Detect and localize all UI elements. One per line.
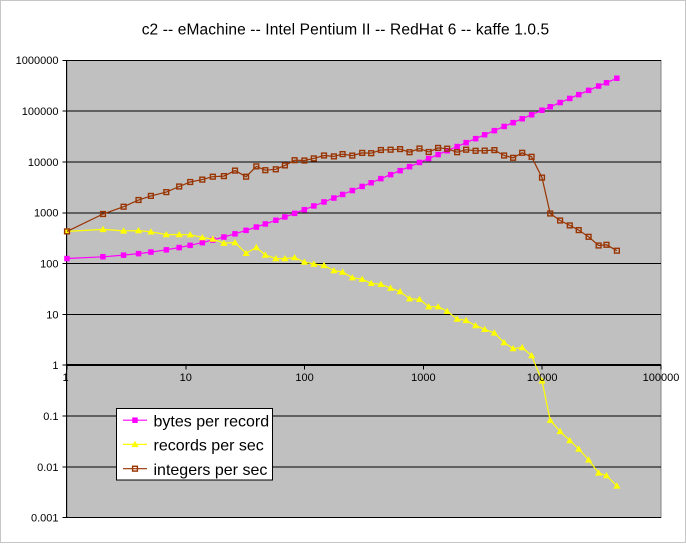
- svg-text:bytes per record: bytes per record: [154, 414, 270, 431]
- svg-text:10: 10: [180, 372, 192, 384]
- svg-text:10000: 10000: [527, 372, 558, 384]
- svg-text:c2 -- eMachine -- Intel Pentiu: c2 -- eMachine -- Intel Pentium II -- Re…: [142, 22, 550, 39]
- svg-text:100000: 100000: [643, 372, 680, 384]
- svg-text:1: 1: [63, 372, 69, 384]
- svg-text:0.001: 0.001: [31, 513, 59, 525]
- svg-text:1000: 1000: [411, 372, 435, 384]
- svg-text:100: 100: [40, 259, 58, 271]
- svg-text:1: 1: [52, 360, 58, 372]
- svg-text:records per sec: records per sec: [154, 438, 264, 455]
- svg-text:100: 100: [295, 372, 313, 384]
- svg-text:1000: 1000: [34, 208, 58, 220]
- svg-text:10000: 10000: [28, 157, 59, 169]
- svg-text:100000: 100000: [22, 106, 59, 118]
- svg-text:integers per sec: integers per sec: [154, 462, 268, 479]
- svg-text:0.1: 0.1: [43, 411, 58, 423]
- svg-text:1000000: 1000000: [16, 55, 59, 67]
- svg-text:0.01: 0.01: [37, 462, 58, 474]
- svg-text:10: 10: [46, 309, 58, 321]
